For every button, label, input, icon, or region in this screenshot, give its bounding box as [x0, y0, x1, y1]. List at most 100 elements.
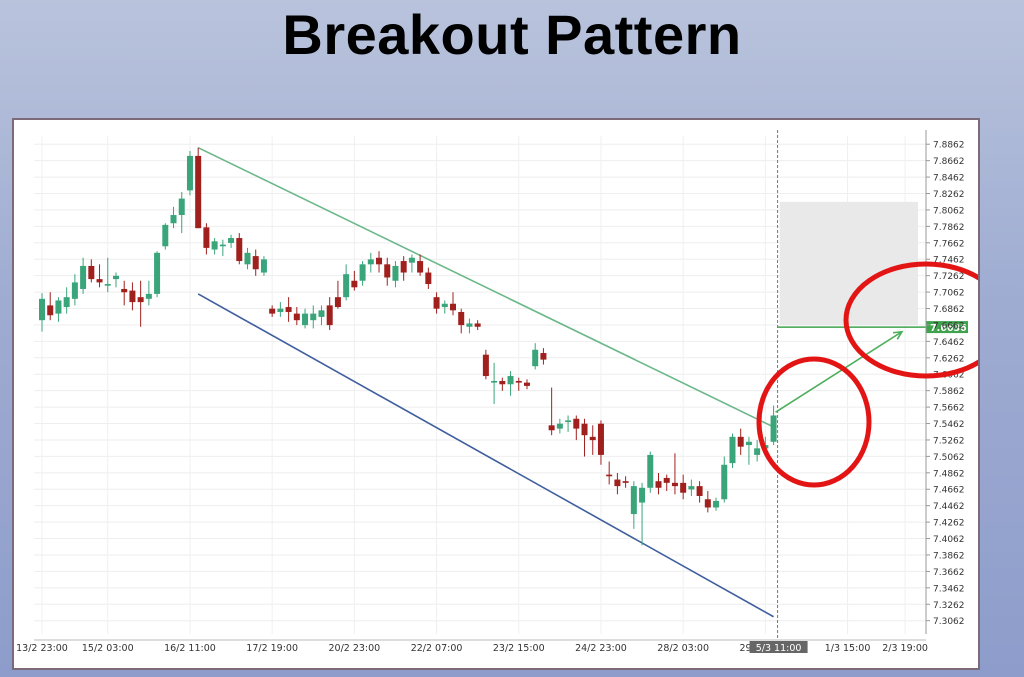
candle-body [474, 323, 481, 327]
candle-body [104, 284, 111, 286]
trendlines [197, 146, 774, 618]
candle-body [433, 297, 440, 309]
candle-body [334, 297, 341, 308]
candle-body [170, 215, 177, 224]
y-tick-label: 7.7062 [933, 289, 965, 299]
upper-trendline [197, 146, 774, 428]
candle-body [507, 376, 514, 385]
x-tick-label: 16/2 11:00 [164, 643, 216, 654]
candle-body [211, 241, 218, 250]
y-tick-label: 7.8262 [933, 190, 965, 200]
x-tick-label: 20/2 23:00 [328, 643, 380, 654]
candle-body [178, 198, 185, 216]
y-tick-label: 7.7662 [933, 239, 965, 249]
candle-body [606, 474, 613, 477]
candle-body [392, 265, 399, 281]
candle-body [39, 298, 45, 321]
candle-body [721, 464, 728, 500]
candle-body [80, 265, 87, 289]
candle-body [573, 418, 580, 429]
y-tick-label: 7.5862 [933, 387, 965, 397]
y-tick-label: 7.5062 [933, 453, 965, 463]
candle-body [195, 155, 202, 229]
candle-body [260, 259, 267, 273]
candle-body [154, 252, 161, 294]
slide-title: Breakout Pattern [282, 3, 742, 66]
candle-body [417, 261, 424, 273]
target-highlight-circle [843, 261, 978, 379]
current-time-tag [749, 641, 808, 653]
current-price-label: 7.6636 [930, 323, 967, 334]
y-tick-label: 7.5662 [933, 404, 965, 414]
y-tick-label: 7.5262 [933, 436, 965, 446]
candle-body [540, 353, 547, 360]
candle-body [441, 303, 448, 308]
candle-body [145, 293, 152, 299]
candle-body [400, 261, 407, 273]
candle-body [384, 264, 391, 278]
y-tick-label: 7.8862 [933, 141, 965, 151]
y-axis: 7.8862 7.8662 7.8462 7.8262 7.8062 7.7862 7.76… [925, 130, 965, 634]
candle-body [186, 155, 193, 191]
y-tick-label: 7.3862 [933, 551, 965, 561]
y-tick-label: 7.5462 [933, 420, 965, 430]
y-tick-label: 7.4262 [933, 519, 965, 529]
y-tick-label: 7.3462 [933, 584, 965, 594]
candle-body [565, 420, 572, 423]
candle-body [47, 305, 54, 316]
y-tick-label: 7.7862 [933, 223, 965, 233]
candle-body [71, 282, 78, 299]
y-tick-label: 7.4862 [933, 469, 965, 479]
candle-body [121, 288, 128, 293]
candle-body [515, 380, 522, 383]
candle-body [367, 259, 374, 265]
candle-body [614, 479, 621, 487]
x-axis: 13/2 23:00 15/2 03:00 16/2 11:00 17/2 19:00… [16, 639, 928, 654]
breakout-arrowhead [892, 330, 904, 340]
candle-body [523, 382, 530, 386]
candle-body [704, 499, 711, 508]
y-tick-label: 7.4662 [933, 486, 965, 496]
y-tick-label: 7.7262 [933, 272, 965, 282]
x-tick-label: 13/2 23:00 [16, 643, 68, 654]
candle-body [754, 448, 761, 455]
candle-body [548, 425, 555, 431]
annotations [756, 261, 978, 488]
candle-body [112, 275, 119, 280]
candle-body [228, 238, 235, 243]
candle-body [770, 415, 777, 442]
candle-body [236, 238, 243, 262]
breakout-highlight-circle [756, 356, 872, 488]
y-tick-label: 7.6662 [933, 321, 965, 331]
candle-body [359, 264, 366, 281]
candlestick-chart: 7.6636 7.8862 7.8662 7.8462 7.8262 7.8062 7.7… [16, 130, 978, 654]
current-price-tag [926, 321, 968, 334]
candle-body [63, 297, 70, 308]
current-time-label: 5/3 11:00 [756, 643, 802, 654]
candle-body [343, 274, 350, 298]
candle-body [244, 252, 251, 265]
candle-body [458, 311, 465, 326]
candle-body [713, 500, 720, 508]
candle-body [622, 481, 629, 483]
y-tick-label: 7.6862 [933, 305, 965, 315]
candle-body [88, 265, 95, 280]
x-tick-label: 24/2 23:00 [575, 643, 627, 654]
candle-body [252, 256, 259, 270]
candle-body [302, 313, 309, 326]
candle-body [450, 303, 456, 311]
candle-body [581, 423, 588, 436]
y-tick-label: 7.3262 [933, 601, 965, 611]
candle-body [425, 272, 432, 285]
candle-body [376, 257, 383, 265]
candle-body [655, 481, 662, 488]
chart-panel: 7.6636 7.8862 7.8662 7.8462 7.8262 7.8062 7.7… [12, 118, 980, 670]
candle-body [688, 486, 695, 490]
candle-body [729, 436, 736, 464]
candle-body [137, 297, 144, 303]
candle-body [269, 308, 276, 314]
candle-body [162, 224, 169, 247]
candle-body [351, 280, 358, 288]
x-tick-label: 22/2 07:00 [411, 643, 463, 654]
candle-body [597, 423, 604, 455]
